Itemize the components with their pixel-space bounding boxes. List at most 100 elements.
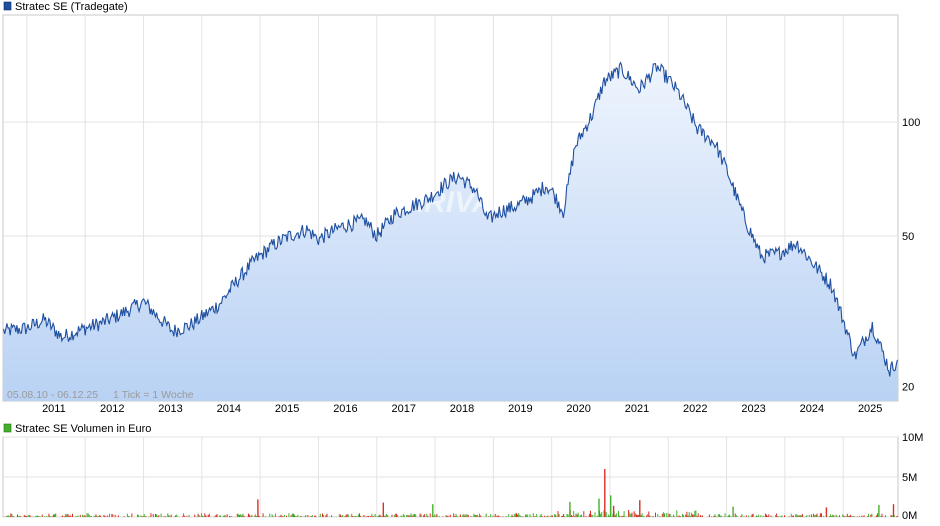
volume-bar (375, 516, 377, 517)
volume-bar (532, 513, 534, 517)
volume-bar (562, 515, 563, 517)
volume-bar (384, 515, 386, 517)
volume-bar (583, 511, 585, 517)
volume-bar (142, 516, 144, 517)
volume-bar (311, 515, 313, 517)
volume-bar (673, 514, 674, 517)
x-tick-label: 2012 (100, 403, 124, 415)
x-tick-label: 2020 (566, 403, 590, 415)
volume-bar (619, 515, 621, 517)
price-area-fill (3, 62, 898, 401)
volume-bar (670, 516, 672, 517)
volume-bar (539, 515, 541, 517)
volume-bar (68, 516, 70, 517)
volume-spike-bar (878, 505, 880, 517)
volume-bar (717, 514, 719, 517)
volume-bar (355, 516, 357, 517)
volume-bar (513, 514, 515, 517)
volume-bar (805, 516, 807, 517)
volume-bar (791, 515, 793, 517)
volume-bar (687, 515, 689, 517)
volume-bar (516, 513, 517, 517)
volume-bar (436, 513, 438, 517)
volume-bar (533, 516, 535, 517)
volume-bar (11, 513, 13, 517)
volume-spike-bar (604, 469, 606, 517)
volume-bar (254, 514, 256, 517)
volume-bar (41, 514, 43, 517)
volume-bar (778, 516, 780, 517)
volume-bar (800, 515, 802, 517)
volume-bar (770, 515, 772, 517)
volume-bar (682, 514, 683, 517)
volume-bar (463, 514, 465, 517)
volume-bar (346, 514, 348, 517)
volume-bar (628, 510, 630, 517)
volume-bar (752, 513, 754, 517)
volume-bar (636, 514, 637, 517)
volume-bar (309, 516, 311, 517)
volume-bar (240, 514, 242, 517)
volume-bar (793, 515, 794, 517)
volume-bar (581, 514, 582, 517)
volume-bar (356, 516, 358, 517)
volume-bar (880, 515, 882, 517)
volume-bar (114, 514, 116, 517)
volume-bar (435, 515, 437, 517)
volume-bar (223, 515, 225, 517)
volume-bar (751, 514, 753, 517)
volume-bar (55, 513, 57, 517)
volume-bar (411, 515, 413, 517)
volume-bar (237, 514, 239, 517)
volume-spike-bar (825, 507, 828, 517)
volume-bar (95, 514, 97, 517)
volume-bar (819, 513, 821, 517)
volume-bar (409, 515, 411, 517)
volume-bar (567, 514, 569, 517)
volume-bar (181, 516, 183, 517)
volume-spike-bar (257, 499, 259, 517)
volume-bar (555, 514, 557, 517)
volume-bar (790, 513, 792, 517)
volume-bar (318, 516, 320, 517)
volume-y-tick-label: 10M (902, 432, 923, 444)
volume-bar (603, 510, 605, 517)
volume-bar (207, 514, 209, 517)
volume-bar (84, 515, 86, 517)
volume-bar (216, 514, 218, 517)
volume-bar (36, 515, 38, 517)
volume-bar (65, 514, 67, 517)
volume-bar (661, 513, 663, 517)
volume-bar (412, 514, 414, 517)
volume-bar (871, 513, 873, 517)
volume-bar (741, 513, 743, 517)
volume-bar (693, 514, 695, 517)
volume-bar (845, 516, 847, 517)
volume-bar (659, 516, 661, 517)
volume-bar (323, 515, 325, 517)
volume-bar (220, 515, 221, 517)
volume-bar (494, 513, 496, 517)
volume-bar (383, 515, 385, 517)
volume-bar (689, 515, 691, 517)
volume-bar (39, 516, 41, 517)
volume-bar (471, 516, 473, 517)
volume-bar (609, 515, 611, 517)
volume-bar (26, 516, 27, 517)
volume-bar (200, 513, 202, 517)
volume-bar (649, 515, 651, 517)
volume-bar (18, 516, 20, 517)
volume-bar (475, 514, 477, 517)
volume-bar (517, 514, 519, 517)
volume-bar (103, 514, 105, 517)
volume-bar (85, 516, 87, 517)
volume-bar (605, 512, 607, 517)
volume-bar (780, 515, 782, 517)
volume-bar (156, 514, 158, 517)
volume-bar (236, 513, 238, 517)
volume-bar (729, 514, 730, 517)
volume-bar (366, 516, 368, 517)
volume-bar (651, 516, 653, 517)
volume-bar (678, 515, 680, 517)
volume-bar (849, 515, 850, 517)
